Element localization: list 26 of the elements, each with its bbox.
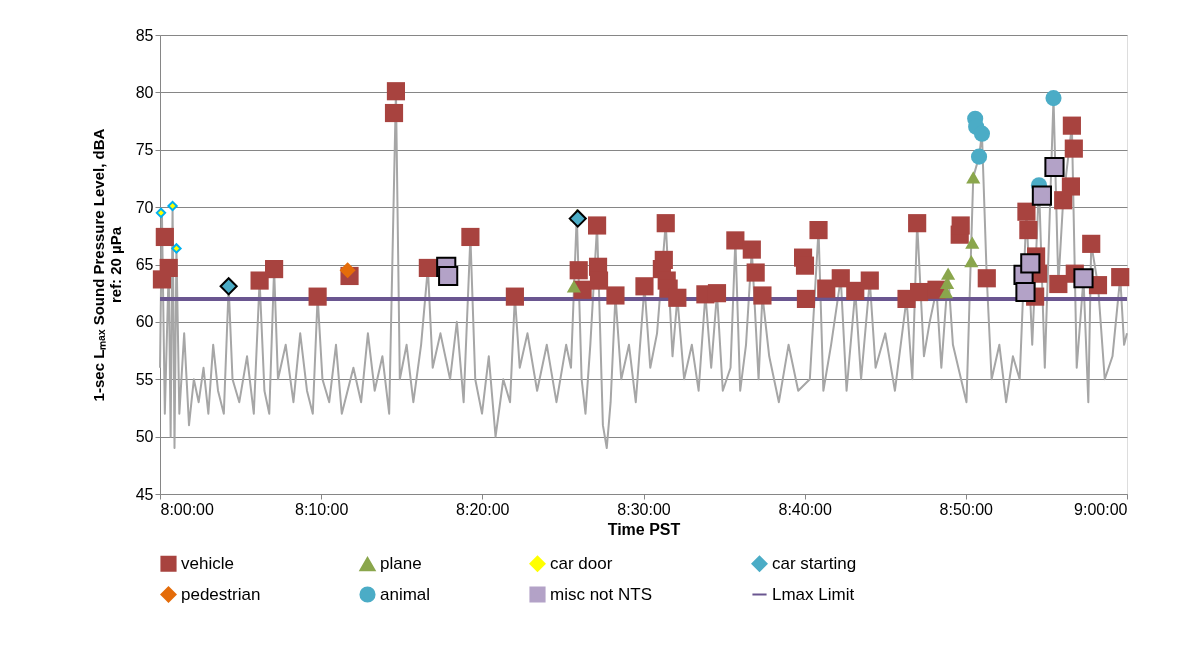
y-tick-label: 80 xyxy=(135,83,154,101)
x-tick-label: 8:10:00 xyxy=(295,500,349,518)
y-tick-label: 75 xyxy=(135,141,154,159)
y-tick-label: 45 xyxy=(135,485,154,503)
legend-label: misc not NTS xyxy=(550,584,653,604)
y-tick-label: 50 xyxy=(135,428,154,446)
y-tick-label: 55 xyxy=(135,370,154,388)
legend-label: Lmax Limit xyxy=(772,584,855,604)
x-tick-label: 8:30:00 xyxy=(617,500,671,518)
legend-label: car door xyxy=(550,553,613,573)
y-axis-title: 1-sec Lₘₐₓ Sound Pressure Level, dBA ref: 20 µPa xyxy=(89,128,124,402)
legend-label: animal xyxy=(380,584,431,604)
x-axis-title: Time PST xyxy=(607,520,681,538)
y-tick-label: 60 xyxy=(135,313,154,331)
y-tick-label: 65 xyxy=(135,256,154,273)
x-tick-label: 8:40:00 xyxy=(778,500,832,518)
x-tick-label: 8:50:00 xyxy=(939,500,994,518)
y-tick-label: 85 xyxy=(135,26,154,44)
y-tick-label: 70 xyxy=(135,198,154,216)
legend-label: car starting xyxy=(772,553,857,573)
legend-label: vehicle xyxy=(181,553,234,573)
x-tick-label: 8:00:00 xyxy=(160,500,214,518)
legend-label: pedestrian xyxy=(181,584,261,604)
x-tick-label: 8:20:00 xyxy=(456,500,510,518)
legend-label: plane xyxy=(380,554,422,574)
x-tick-label: 9:00:00 xyxy=(1074,500,1128,518)
